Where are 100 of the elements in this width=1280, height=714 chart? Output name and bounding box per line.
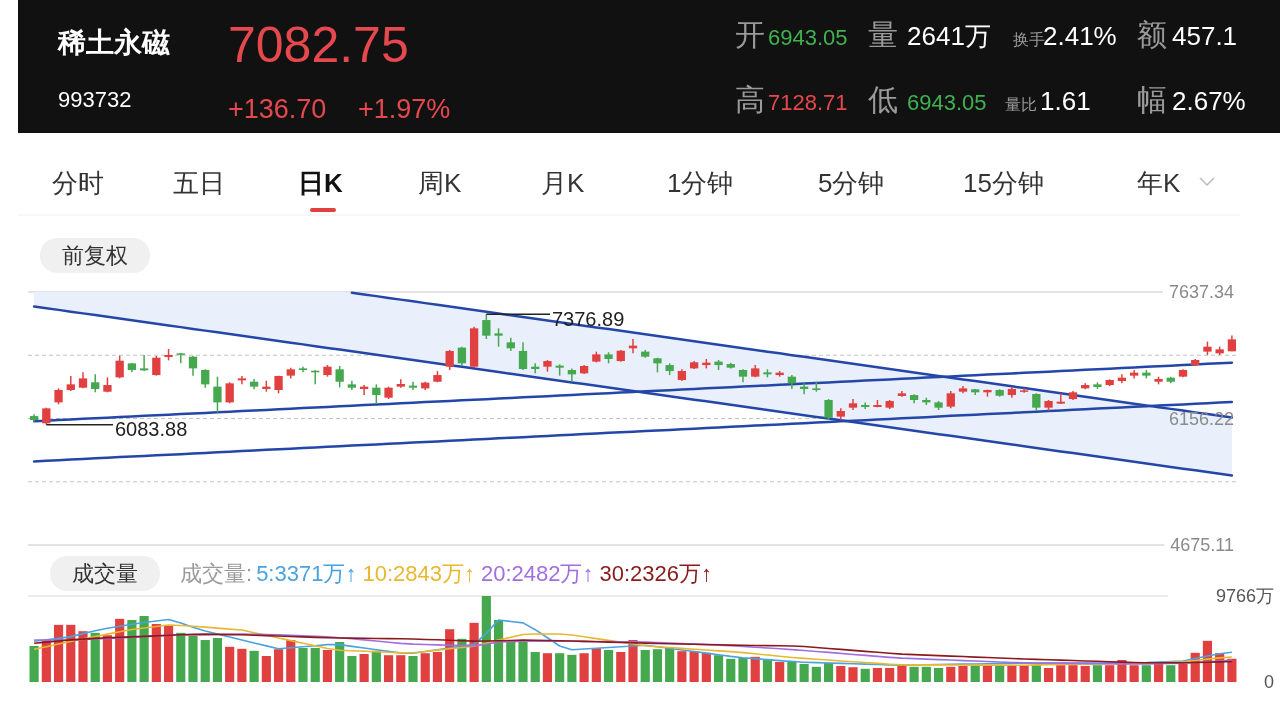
candlestick (152, 355, 161, 377)
bar (713, 655, 724, 682)
bar (689, 651, 699, 682)
text: 2641万 (907, 21, 991, 51)
bar (1178, 664, 1188, 682)
text: 2.67% (1172, 86, 1246, 116)
bar (1141, 665, 1151, 682)
bar (322, 650, 333, 682)
y-tick-label: 7637.34 (1168, 282, 1234, 302)
text: 量 (868, 18, 898, 51)
bar (200, 640, 210, 682)
candlestick (115, 354, 124, 380)
text: +136.70 (228, 94, 327, 124)
candlestick (213, 375, 222, 414)
bar (836, 666, 846, 682)
text: 日K (298, 168, 343, 198)
bar (1153, 664, 1164, 682)
candlestick (445, 349, 454, 371)
bar (249, 650, 259, 682)
bar (970, 666, 980, 682)
bar (1068, 665, 1078, 682)
text: 成交量 (72, 561, 138, 586)
bar (1007, 665, 1017, 682)
bar (408, 656, 418, 682)
bar (848, 667, 858, 682)
bar (212, 638, 223, 682)
text: 1.61 (1040, 86, 1091, 116)
bar (237, 648, 247, 682)
bar (982, 666, 993, 682)
bar (542, 653, 553, 682)
bar (310, 648, 320, 682)
bar (1227, 658, 1237, 682)
text: 开 (735, 18, 765, 51)
candlestick (372, 383, 381, 405)
bar (176, 632, 186, 682)
bar (29, 646, 39, 682)
text: 高 (735, 83, 765, 116)
bar (762, 659, 773, 682)
candlestick (494, 327, 503, 348)
bar (225, 646, 235, 682)
bar (701, 652, 711, 682)
bar (946, 666, 956, 682)
bar (603, 650, 614, 682)
bar (432, 652, 443, 682)
candlestick (824, 398, 833, 421)
bar (860, 668, 870, 682)
text: 10:2843万↑ (362, 561, 475, 586)
y-tick-label: 6156.22 (1168, 408, 1234, 429)
text: 5:3371万↑ (256, 561, 357, 586)
text: 7128.71 (768, 90, 848, 115)
bar (921, 666, 931, 682)
bar (1092, 665, 1103, 682)
text: 年K (1137, 168, 1181, 198)
legend-title: 成交量: (180, 561, 253, 586)
text: 7082.75 (228, 17, 409, 73)
candlestick (176, 352, 185, 365)
bar (1056, 665, 1066, 682)
text: 5分钟 (818, 168, 885, 198)
bar (78, 631, 88, 682)
text: 前复权 (62, 243, 128, 268)
bar (1166, 665, 1176, 682)
bar (469, 622, 479, 682)
candlestick (861, 401, 870, 410)
bar (799, 664, 809, 682)
candlestick (396, 378, 405, 389)
annotation: 6083.88 (115, 418, 188, 440)
bar (273, 649, 284, 682)
candlestick (518, 341, 528, 371)
candlestick (188, 355, 198, 377)
text: 6943.05 (768, 25, 848, 50)
text: 周K (418, 168, 462, 198)
bar (885, 668, 895, 682)
candlestick (457, 345, 467, 367)
bar (335, 642, 345, 682)
text: 低 (868, 83, 898, 116)
text: 30:2326万↑ (599, 561, 713, 586)
bar (383, 655, 394, 682)
bar (652, 649, 663, 682)
y-tick-label: 9766万 (1215, 586, 1274, 606)
bar (811, 666, 821, 682)
candlestick (408, 380, 418, 391)
bar (261, 656, 271, 682)
bar (1105, 665, 1115, 682)
text: 457.1 (1172, 21, 1238, 51)
bar (640, 650, 650, 682)
bar (139, 616, 149, 682)
chart-subtitle: 993732 (58, 87, 132, 112)
y-tick-label: 0 (1263, 672, 1274, 692)
bar (726, 658, 736, 682)
candlestick (482, 313, 491, 340)
candlestick (237, 375, 247, 386)
text: 2.41% (1043, 21, 1117, 51)
text: 换手 (1013, 31, 1045, 48)
bar (775, 662, 785, 682)
bar (90, 632, 100, 682)
bar (481, 596, 491, 682)
bar (163, 626, 174, 682)
text: 五日 (173, 168, 225, 198)
candlestick (139, 354, 149, 372)
bar (188, 636, 198, 682)
